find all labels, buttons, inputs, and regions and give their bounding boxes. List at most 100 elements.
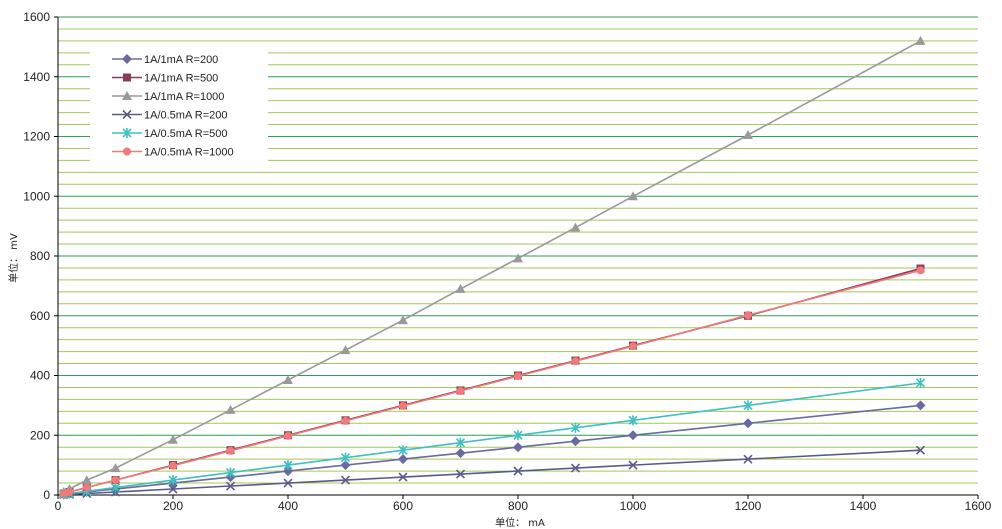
y-tick-label: 600 <box>30 309 50 323</box>
y-tick-label: 800 <box>30 249 50 263</box>
data-point <box>283 478 293 488</box>
data-point <box>743 454 753 464</box>
x-tick-label: 1400 <box>850 499 877 513</box>
data-point <box>168 484 178 494</box>
series-line <box>63 404 921 496</box>
data-point <box>915 400 926 411</box>
data-point <box>398 445 408 456</box>
y-tick-label: 1600 <box>23 10 50 24</box>
data-point <box>340 452 351 463</box>
series-6 <box>59 266 925 498</box>
data-point <box>340 460 351 471</box>
data-point <box>226 446 235 455</box>
series-4 <box>59 445 926 500</box>
data-point <box>915 445 926 455</box>
legend: 1A/1mA R=200 1A/1mA R=500 1A/1mA R=1000 1A/… <box>90 47 268 166</box>
legend-label: 1A/0.5mA R=1000 <box>144 147 234 159</box>
data-point <box>82 483 91 492</box>
data-point <box>916 266 925 275</box>
y-tick-label: 1000 <box>23 189 50 203</box>
data-point <box>225 467 236 478</box>
data-point <box>570 463 581 473</box>
legend-item: 1A/0.5mA R=1000 <box>112 147 234 159</box>
data-point <box>225 404 236 414</box>
y-tick-label: 0 <box>43 488 50 502</box>
series-2 <box>59 264 925 498</box>
data-point <box>123 73 131 82</box>
data-point <box>110 463 121 473</box>
data-point <box>341 416 350 425</box>
legend-item: 1A/1mA R=500 <box>112 73 218 85</box>
data-point <box>744 311 752 320</box>
data-point <box>284 431 292 440</box>
y-tick-label: 400 <box>30 369 50 383</box>
legend-item: 1A/0.5mA R=200 <box>112 110 227 122</box>
data-point <box>915 377 926 388</box>
x-tick-label: 1600 <box>965 499 992 513</box>
data-point <box>122 109 132 120</box>
data-point <box>169 461 177 470</box>
data-point <box>123 147 131 156</box>
data-point <box>111 476 120 485</box>
data-point <box>514 372 522 381</box>
data-point <box>340 345 351 355</box>
data-point <box>628 460 638 470</box>
data-point <box>122 128 132 138</box>
data-point <box>513 253 523 263</box>
data-point <box>743 418 753 429</box>
y-tick-label: 1400 <box>23 70 50 84</box>
legend-label: 1A/1mA R=1000 <box>144 91 224 103</box>
data-point <box>570 436 581 447</box>
x-axis-title: 单位： mA <box>495 516 545 529</box>
data-point <box>629 342 637 351</box>
data-point <box>513 430 523 441</box>
y-tick-label: 1200 <box>23 130 50 144</box>
series-1 <box>58 400 926 500</box>
y-tick-label: 200 <box>30 428 50 442</box>
data-point <box>168 475 178 486</box>
data-point <box>340 475 351 485</box>
data-point <box>81 475 92 485</box>
data-point <box>225 481 236 491</box>
x-tick-label: 0 <box>55 499 62 513</box>
series-line <box>63 449 921 496</box>
series-layer <box>58 35 926 500</box>
data-point <box>65 488 74 497</box>
data-point <box>628 415 638 426</box>
data-point <box>570 422 581 433</box>
x-tick-label: 1200 <box>735 499 762 513</box>
legend-label: 1A/1mA R=200 <box>144 54 218 66</box>
x-tick-label: 1000 <box>620 499 647 513</box>
x-tick-label: 400 <box>278 499 298 513</box>
legend-item: 1A/0.5mA R=500 <box>112 128 227 140</box>
series-line <box>63 267 921 495</box>
data-point <box>570 222 581 232</box>
data-point <box>399 401 407 410</box>
grid <box>58 16 978 484</box>
data-point <box>455 437 466 448</box>
series-3 <box>58 35 926 497</box>
data-point <box>110 482 121 493</box>
axes: 0 200 400 600 800 1000 1200 1400 1600 0 200 400 600 8… <box>23 10 991 513</box>
data-point <box>455 448 466 459</box>
data-point <box>915 35 926 45</box>
x-tick-label: 600 <box>393 499 413 513</box>
data-point <box>513 466 523 476</box>
data-point <box>743 130 753 140</box>
data-point <box>628 430 638 441</box>
legend-item: 1A/1mA R=200 <box>112 54 218 66</box>
data-point <box>455 283 466 293</box>
data-point <box>283 460 293 471</box>
data-point <box>513 442 523 453</box>
data-point <box>398 472 408 482</box>
data-point <box>571 357 580 366</box>
legend-label: 1A/0.5mA R=200 <box>144 110 227 122</box>
data-point <box>456 387 465 396</box>
data-point <box>398 454 408 465</box>
data-point <box>122 91 132 100</box>
x-tick-label: 800 <box>508 499 528 513</box>
y-axis-title: 单位： mV <box>7 233 20 283</box>
legend-label: 1A/1mA R=500 <box>144 73 218 85</box>
